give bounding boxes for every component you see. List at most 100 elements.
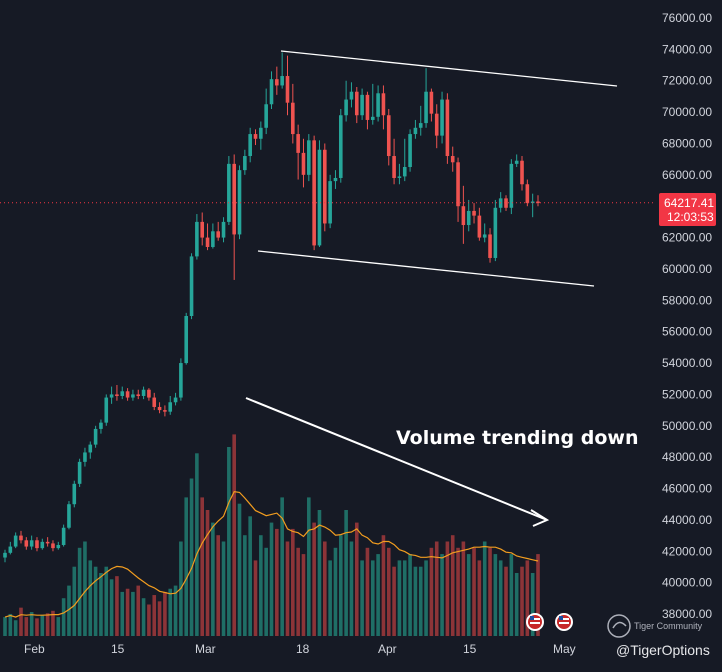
- volume-bar: [147, 604, 151, 636]
- volume-bar: [381, 535, 386, 636]
- volume-bar: [472, 547, 476, 636]
- x-tick-label: Apr: [378, 642, 397, 656]
- candle: [45, 537, 50, 547]
- candle: [285, 55, 290, 116]
- candle: [323, 143, 327, 232]
- candle: [317, 140, 322, 247]
- candle: [461, 185, 466, 244]
- candle: [88, 441, 93, 459]
- volume-bar: [99, 573, 103, 636]
- volume-bar: [243, 535, 247, 636]
- annotation-text: Volume trending down: [396, 427, 639, 449]
- lower-channel-line: [257, 250, 595, 287]
- candle: [24, 537, 29, 550]
- volume-bar: [227, 447, 231, 636]
- candle: [445, 93, 450, 164]
- candle: [248, 127, 252, 163]
- candle: [397, 163, 402, 185]
- volume-bar: [195, 453, 199, 636]
- volume-bar: [365, 547, 370, 636]
- volume-bar: [120, 591, 125, 636]
- candle: [221, 217, 226, 243]
- volume-bar: [402, 560, 407, 636]
- candle: [72, 480, 77, 508]
- last-price-tag: 64217.41 12:03:53: [659, 193, 716, 226]
- volume-bar: [349, 541, 354, 636]
- candle: [376, 85, 380, 122]
- candle: [259, 121, 263, 150]
- volume-bar: [333, 547, 338, 636]
- volume-bar: [77, 547, 82, 636]
- candle: [200, 212, 205, 246]
- y-tick-label: 46000.00: [662, 482, 712, 496]
- countdown-label: 12:03:53: [667, 210, 714, 224]
- volume-bar: [429, 547, 434, 636]
- volume-bar: [83, 541, 87, 636]
- volume-bar: [24, 617, 29, 636]
- volume-bar: [189, 478, 194, 636]
- candle: [307, 134, 311, 182]
- candle: [354, 87, 359, 124]
- candle: [93, 425, 98, 448]
- candle: [3, 549, 7, 563]
- candle: [56, 541, 61, 550]
- volume-bar: [291, 528, 295, 636]
- volume-bar: [200, 497, 205, 636]
- candle: [413, 119, 418, 139]
- candle: [365, 91, 370, 130]
- candle: [514, 154, 519, 167]
- candle: [392, 138, 396, 185]
- us-flag-icon[interactable]: [555, 613, 573, 631]
- volume-bar: [413, 566, 418, 636]
- candle: [77, 458, 82, 487]
- volume-bar: [386, 547, 391, 636]
- candle: [493, 199, 498, 262]
- volume-bar: [13, 620, 18, 636]
- volume-bar: [131, 591, 135, 636]
- y-tick-label: 66000.00: [662, 168, 712, 182]
- volume-bar: [152, 595, 157, 636]
- volume-bar: [530, 573, 535, 636]
- volume-bar: [56, 617, 61, 636]
- volume-bar: [488, 547, 492, 636]
- y-tick-label: 68000.00: [662, 136, 712, 150]
- candle: [157, 402, 162, 414]
- y-tick-label: 38000.00: [662, 607, 712, 621]
- y-tick-label: 54000.00: [662, 356, 712, 370]
- volume-bar: [45, 613, 50, 636]
- candle: [349, 82, 354, 108]
- candle: [280, 52, 284, 89]
- candle: [147, 388, 151, 401]
- volume-bar: [307, 497, 311, 636]
- volume-bar: [312, 522, 316, 636]
- volume-bar: [248, 516, 252, 636]
- x-tick-label: 18: [296, 642, 310, 656]
- volume-bar: [72, 566, 77, 636]
- y-tick-label: 56000.00: [662, 325, 712, 339]
- volume-bar: [264, 547, 268, 636]
- volume-bar: [61, 598, 66, 636]
- volume-bar: [136, 585, 141, 636]
- candle: [35, 537, 39, 552]
- candle: [61, 524, 66, 547]
- volume-bar: [397, 560, 402, 636]
- volume-bar: [493, 554, 498, 636]
- candle: [344, 80, 348, 122]
- last-price-label: 64217.41: [664, 196, 714, 210]
- candle: [109, 386, 114, 404]
- volume-bar: [237, 503, 242, 636]
- volume-bar: [157, 601, 162, 636]
- candle: [402, 138, 407, 182]
- volume-bar: [221, 541, 226, 636]
- volume-bar: [392, 566, 396, 636]
- us-flag-icon[interactable]: [526, 613, 544, 631]
- volume-bar: [141, 598, 146, 636]
- volume-bar: [360, 560, 364, 636]
- volume-bar: [296, 547, 300, 636]
- y-tick-label: 70000.00: [662, 105, 712, 119]
- candle: [472, 203, 476, 224]
- y-tick-label: 52000.00: [662, 387, 712, 401]
- candle: [104, 394, 109, 426]
- volume-bar: [275, 528, 279, 636]
